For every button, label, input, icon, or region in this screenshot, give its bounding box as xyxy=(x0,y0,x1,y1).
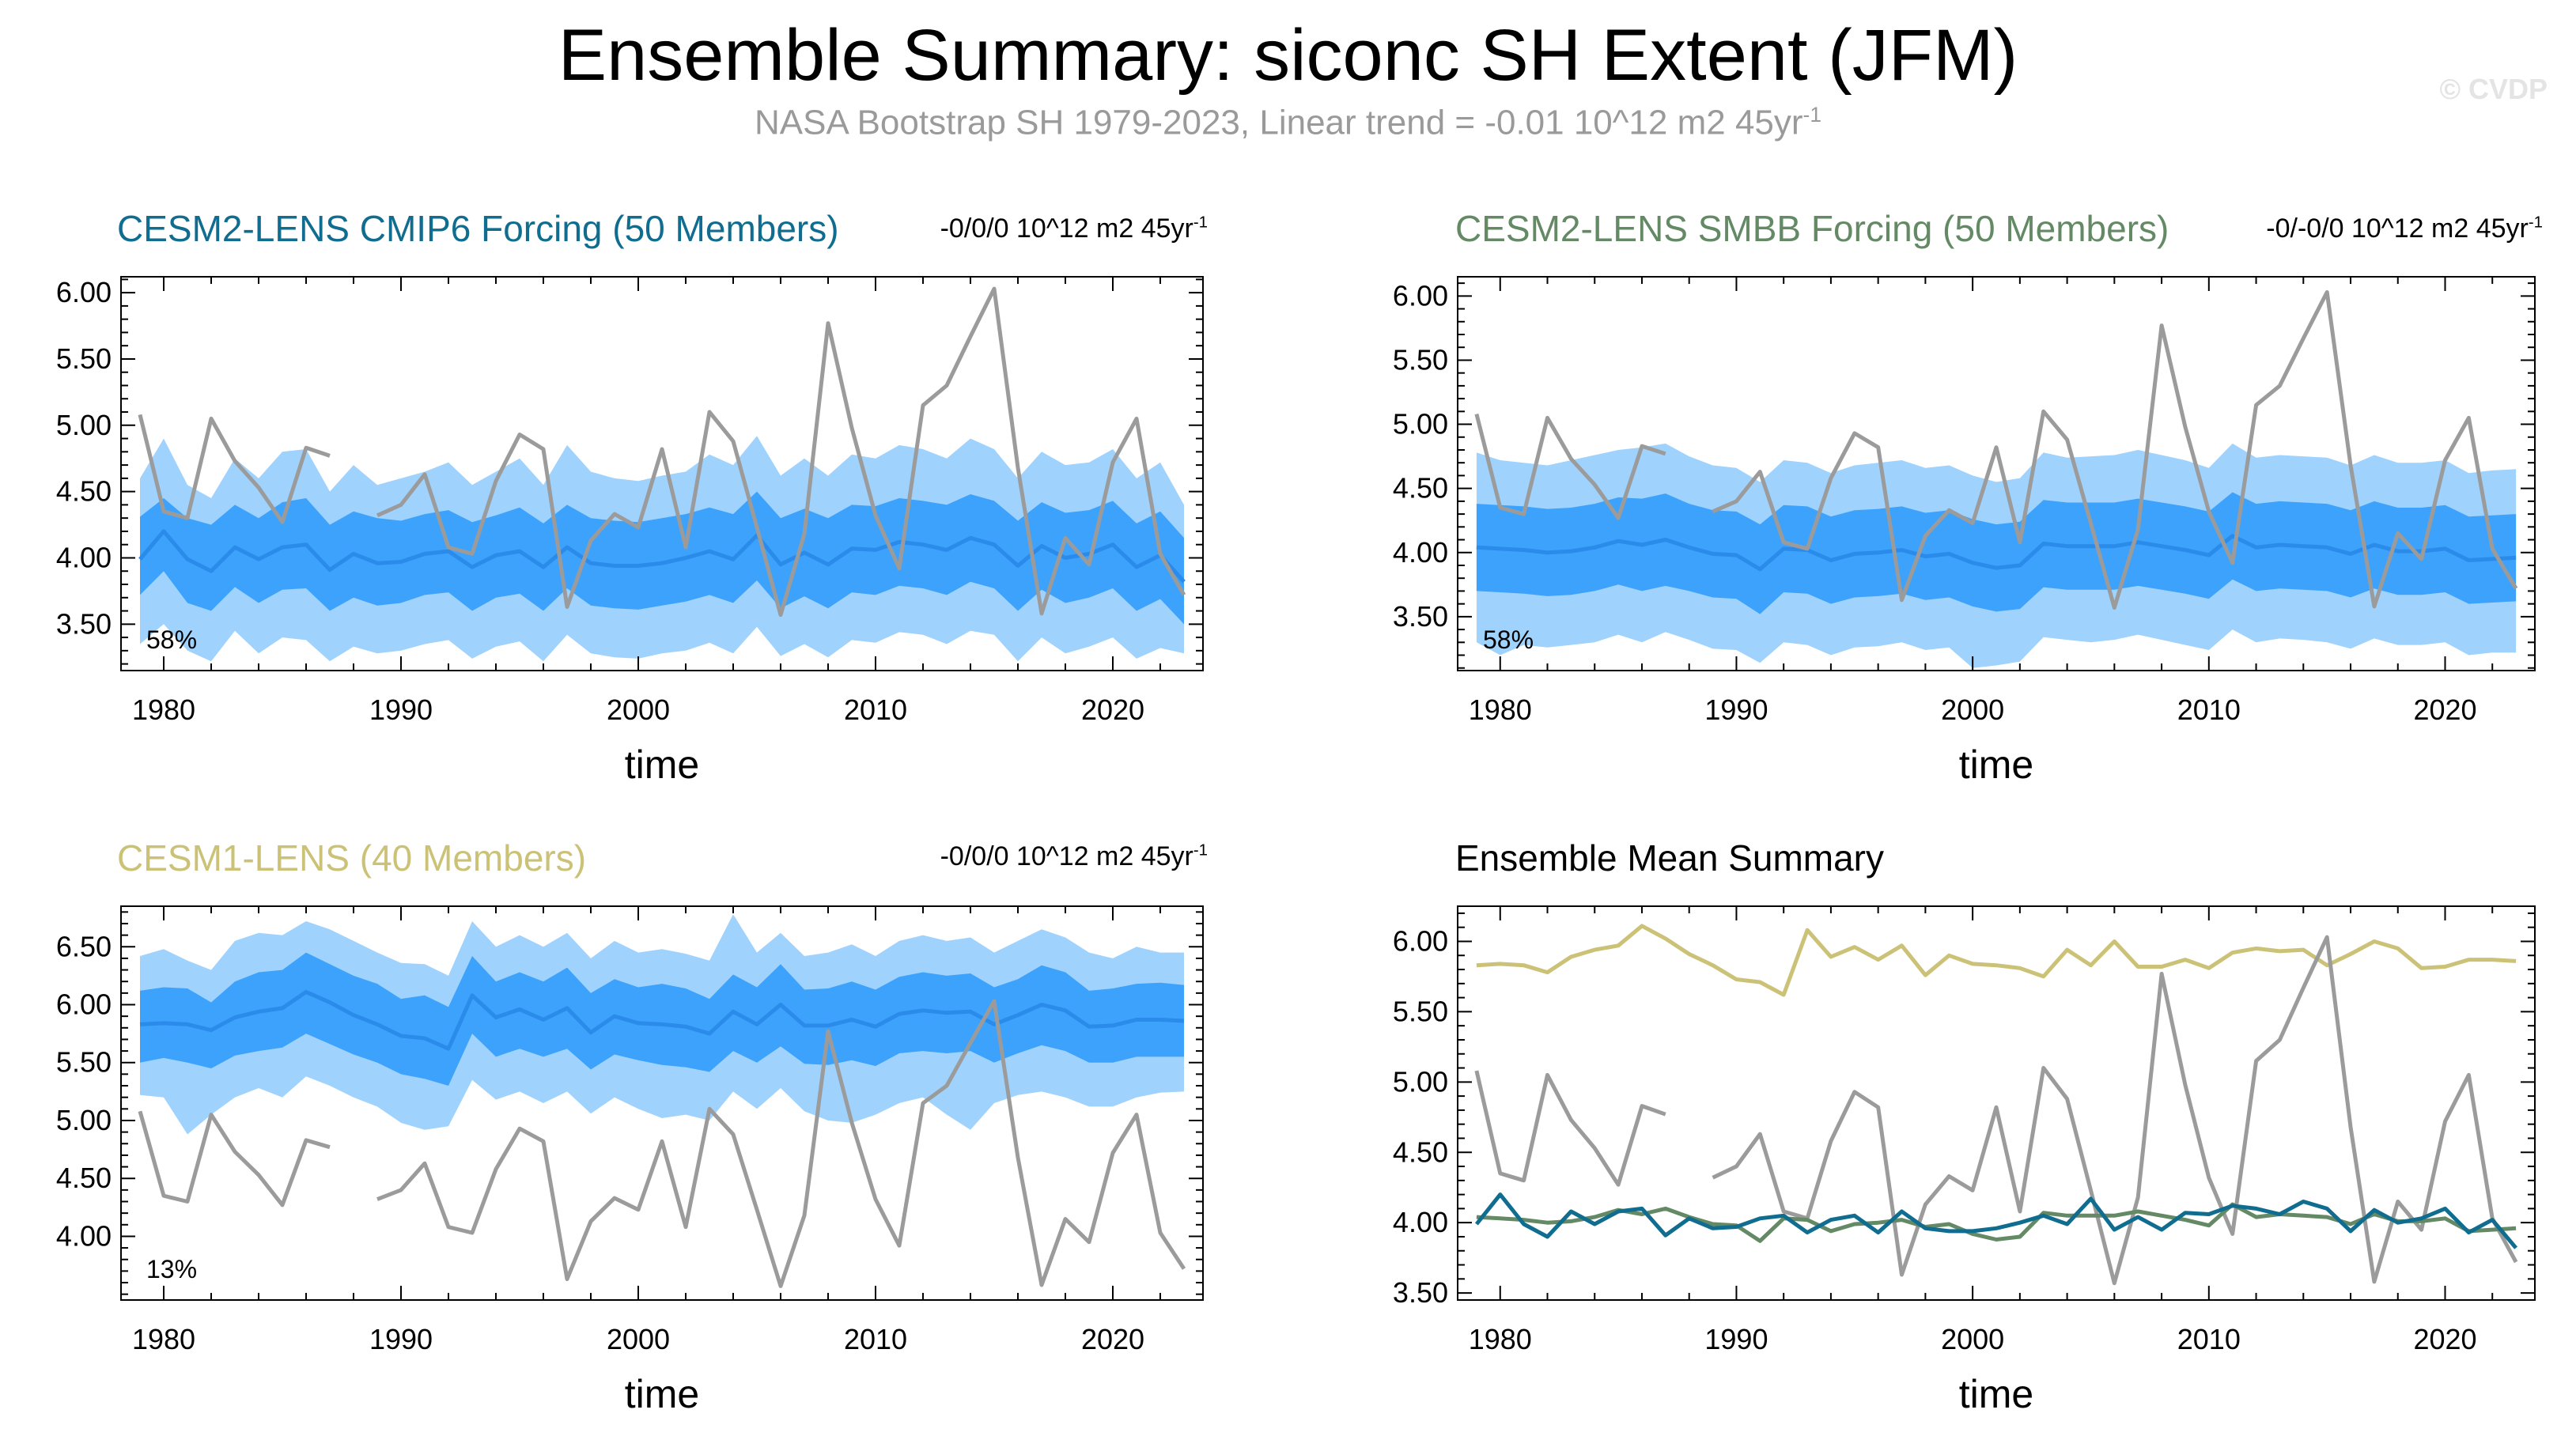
subtitle-exponent: -1 xyxy=(1802,103,1822,127)
cesm1-ytick-label: 4.00 xyxy=(56,1219,112,1252)
cmip6-frame xyxy=(120,276,1204,671)
trend-text-cmip6: -0/0/0 10^12 m2 45yr xyxy=(940,214,1193,244)
cmip6-ytick-label: 4.50 xyxy=(56,475,112,508)
smbb-ytick-label: 5.50 xyxy=(1393,343,1448,376)
cmip6-obs-line xyxy=(138,286,1186,618)
summary-xtick-label: 1980 xyxy=(1469,1323,1532,1355)
panel-title-cesm1: CESM1-LENS (40 Members) xyxy=(117,837,587,879)
cmip6-ytick-label: 5.00 xyxy=(56,409,112,441)
cmip6-xtick-label: 1990 xyxy=(369,693,433,726)
trend-label-cesm1: -0/0/0 10^12 m2 45yr-1 xyxy=(940,841,1208,872)
smbb-ensemble-mean-line xyxy=(1476,534,2517,572)
cmip6-inner-band xyxy=(140,491,1184,625)
cmip6-ytick-label: 5.50 xyxy=(56,342,112,375)
smbb-ytick-label: 4.50 xyxy=(1393,472,1448,505)
cesm1-frame xyxy=(120,905,1204,1301)
summary-xtick-label: 2020 xyxy=(2413,1323,2476,1355)
summary-ytick-label: 5.50 xyxy=(1393,995,1448,1027)
cesm1-xtick-label: 2000 xyxy=(607,1323,670,1355)
smbb-ytick-label: 6.00 xyxy=(1393,279,1448,312)
trend-exponent-smbb: -1 xyxy=(2528,214,2543,232)
smbb-xtick-label: 1980 xyxy=(1469,693,1532,726)
figure-title: Ensemble Summary: siconc SH Extent (JFM) xyxy=(558,15,2018,96)
trend-text-cesm1: -0/0/0 10^12 m2 45yr xyxy=(940,841,1193,871)
cesm1-ytick-label: 5.00 xyxy=(56,1104,112,1136)
cesm1-xtick-label: 1980 xyxy=(132,1323,195,1355)
panel-title-cmip6: CESM2-LENS CMIP6 Forcing (50 Members) xyxy=(117,208,839,249)
cmip6-plot xyxy=(138,286,1186,662)
summary-series-cesm2-lens-cmip6-forcing xyxy=(1474,1192,2518,1249)
trend-text-smbb: -0/-0/0 10^12 m2 45yr xyxy=(2266,214,2529,244)
cmip6-xtick-label: 2020 xyxy=(1081,693,1144,726)
summary-xtick-label: 2010 xyxy=(2177,1323,2241,1355)
cesm1-pct-label: 13% xyxy=(146,1255,197,1283)
cmip6-ytick-label: 6.00 xyxy=(56,276,112,308)
summary-plot xyxy=(1474,924,2518,1286)
cmip6-ytick-label: 3.50 xyxy=(56,607,112,640)
summary-xtick-label: 2000 xyxy=(1941,1323,2004,1355)
cesm1-xtick-label: 2020 xyxy=(1081,1323,1144,1355)
cmip6-xaxis-title: time xyxy=(625,743,699,787)
smbb-ytick-label: 4.00 xyxy=(1393,536,1448,569)
smbb-inner-band xyxy=(1476,492,2517,614)
summary-series-cesm1-lens xyxy=(1476,924,2517,997)
cesm1-plot xyxy=(138,914,1186,1288)
summary-ytick-label: 5.00 xyxy=(1393,1065,1448,1098)
summary-ytick-label: 6.00 xyxy=(1393,924,1448,957)
smbb-obs-line xyxy=(1474,290,2518,610)
summary-ytick-label: 4.50 xyxy=(1393,1136,1448,1168)
cesm1-ytick-label: 4.50 xyxy=(56,1162,112,1194)
smbb-xaxis-title: time xyxy=(1959,743,2033,787)
cesm1-xtick-label: 2010 xyxy=(844,1323,907,1355)
smbb-xtick-label: 2010 xyxy=(2177,693,2241,726)
smbb-frame xyxy=(1457,276,2536,671)
smbb-pct-label: 58% xyxy=(1483,625,1534,654)
figure-subtitle: NASA Bootstrap SH 1979-2023, Linear tren… xyxy=(0,103,2576,143)
trend-exponent-cmip6: -1 xyxy=(1193,214,1208,232)
summary-frame xyxy=(1457,905,2536,1301)
trend-label-smbb: -0/-0/0 10^12 m2 45yr-1 xyxy=(2266,214,2543,244)
cmip6-xtick-label: 2010 xyxy=(844,693,907,726)
subtitle-text: NASA Bootstrap SH 1979-2023, Linear tren… xyxy=(754,103,1803,142)
summary-ytick-label: 4.00 xyxy=(1393,1206,1448,1238)
summary-ytick-label: 3.50 xyxy=(1393,1276,1448,1309)
smbb-ytick-label: 3.50 xyxy=(1393,600,1448,633)
summary-series-observations xyxy=(1474,935,2518,1286)
cesm1-ytick-label: 6.00 xyxy=(56,988,112,1021)
trend-label-cmip6: -0/0/0 10^12 m2 45yr-1 xyxy=(940,214,1208,244)
cesm1-obs-line xyxy=(138,999,1186,1288)
cesm1-ytick-label: 6.50 xyxy=(56,930,112,962)
panel-title-summary: Ensemble Mean Summary xyxy=(1455,837,1884,879)
cmip6-pct-label: 58% xyxy=(146,625,197,654)
cesm1-ytick-label: 5.50 xyxy=(56,1046,112,1079)
cmip6-ensemble-mean-line xyxy=(138,529,1186,584)
smbb-xtick-label: 1990 xyxy=(1704,693,1768,726)
cesm1-xaxis-title: time xyxy=(625,1372,699,1416)
cesm1-ensemble-mean-line xyxy=(139,989,1185,1051)
cmip6-ytick-label: 4.00 xyxy=(56,541,112,573)
trend-exponent-cesm1: -1 xyxy=(1193,841,1208,860)
summary-xtick-label: 1990 xyxy=(1704,1323,1768,1355)
cmip6-xtick-label: 2000 xyxy=(607,693,670,726)
smbb-xtick-label: 2020 xyxy=(2413,693,2476,726)
cesm1-xtick-label: 1990 xyxy=(369,1323,433,1355)
cesm1-inner-band xyxy=(140,952,1184,1086)
smbb-ytick-label: 5.00 xyxy=(1393,408,1448,440)
smbb-xtick-label: 2000 xyxy=(1941,693,2004,726)
cvdp-credit: © CVDP xyxy=(2439,73,2548,105)
panel-title-smbb: CESM2-LENS SMBB Forcing (50 Members) xyxy=(1455,208,2169,249)
smbb-plot xyxy=(1474,290,2518,668)
cmip6-xtick-label: 1980 xyxy=(132,693,195,726)
summary-xaxis-title: time xyxy=(1959,1372,2033,1416)
